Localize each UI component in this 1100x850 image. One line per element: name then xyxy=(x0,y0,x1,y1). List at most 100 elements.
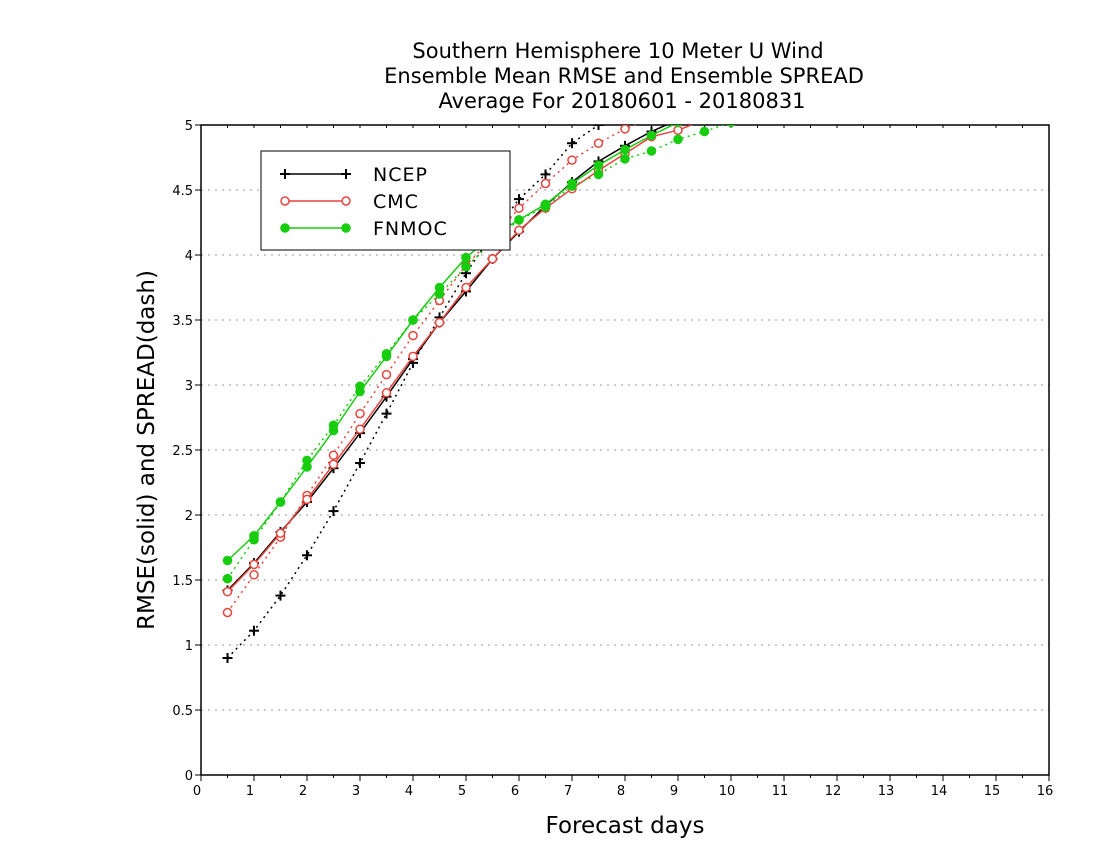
x-tick-label-8: 8 xyxy=(617,784,625,799)
y-tick-label-0: 0 xyxy=(185,769,193,784)
x-tick-label-10: 10 xyxy=(719,784,736,799)
fnmoc-spread-point-18 xyxy=(699,126,710,137)
cmc-spread-point-15 xyxy=(620,125,630,134)
cmc-spread-point-7 xyxy=(408,330,418,341)
x-tick-label-16: 16 xyxy=(1037,784,1054,799)
fnmoc-rmse-point-5 xyxy=(355,386,365,397)
x-tick-label-15: 15 xyxy=(984,784,1001,799)
y-tick-label-8: 4 xyxy=(185,249,193,264)
cmc-spread-point-5 xyxy=(355,408,365,419)
ncep-spread-point-12 xyxy=(540,169,551,180)
fnmoc-rmse-point-2 xyxy=(275,497,286,507)
legend-marker-left-cmc xyxy=(280,196,290,206)
fnmoc-spread-point-19 xyxy=(726,125,736,128)
x-tick-label-4: 4 xyxy=(405,784,413,799)
x-tick-label-12: 12 xyxy=(825,784,842,799)
fnmoc-spread-point-0 xyxy=(222,573,233,584)
ncep-spread-point-0 xyxy=(222,653,233,663)
fnmoc-rmse-point-11 xyxy=(514,215,524,225)
fnmoc-rmse-point-16 xyxy=(646,130,657,141)
chart-title-line-2: Ensemble Mean RMSE and Ensemble SPREAD xyxy=(384,64,864,88)
legend-marker-right-ncep xyxy=(341,169,351,179)
fnmoc-rmse-point-17 xyxy=(673,125,683,128)
y-tick-label-6: 3 xyxy=(185,379,193,394)
fnmoc-rmse-point-0 xyxy=(222,555,233,566)
cmc-spread-point-14 xyxy=(593,138,604,148)
cmc-rmse-point-8 xyxy=(434,317,445,328)
y-tick-label-5: 2.5 xyxy=(172,444,193,459)
x-tick-label-5: 5 xyxy=(458,784,466,799)
cmc-spread-point-1 xyxy=(249,570,259,580)
cmc-spread-point-0 xyxy=(222,607,233,618)
y-tick-label-7: 3.5 xyxy=(172,314,193,329)
y-tick-label-2: 1 xyxy=(185,639,193,654)
cmc-rmse-point-0 xyxy=(222,586,233,597)
x-tick-label-6: 6 xyxy=(511,784,519,799)
fnmoc-rmse-point-7 xyxy=(408,315,418,325)
series-layer xyxy=(222,115,736,663)
cmc-spread-point-11 xyxy=(514,203,524,213)
fnmoc-spread-point-14 xyxy=(593,169,604,180)
x-tick-label-7: 7 xyxy=(564,784,572,799)
fnmoc-spread-point-17 xyxy=(673,134,683,145)
x-tick-label-3: 3 xyxy=(352,784,360,799)
x-tick-label-9: 9 xyxy=(670,784,678,799)
y-tick-label-9: 4.5 xyxy=(172,184,193,199)
fnmoc-rmse-point-15 xyxy=(620,144,630,155)
cmc-rmse-point-3 xyxy=(302,494,312,505)
cmc-rmse-point-7 xyxy=(408,351,418,362)
fnmoc-rmse-point-14 xyxy=(593,160,604,171)
ncep-spread-point-6 xyxy=(381,408,392,419)
fnmoc-spread-point-15 xyxy=(620,154,630,164)
ncep-spread-point-4 xyxy=(328,506,339,517)
ncep-spread-point-1 xyxy=(249,625,259,636)
cmc-rmse-point-6 xyxy=(381,388,392,398)
fnmoc-rmse-point-3 xyxy=(302,462,312,472)
fnmoc-rmse-point-12 xyxy=(540,199,551,210)
y-tick-label-1: 0.5 xyxy=(172,704,193,719)
ncep-spread-point-3 xyxy=(302,550,312,561)
fnmoc-rmse-point-9 xyxy=(461,252,471,263)
cmc-spread-point-16 xyxy=(648,115,656,123)
ncep-spread-point-11 xyxy=(514,194,524,205)
x-axis-label: Forecast days xyxy=(546,813,705,839)
cmc-rmse-point-18 xyxy=(701,116,709,124)
fnmoc-rmse-point-13 xyxy=(567,178,577,189)
legend-marker-left-ncep xyxy=(280,169,290,179)
fnmoc-rmse-point-4 xyxy=(328,425,339,436)
legend: NCEP CMC FNMOC xyxy=(260,150,511,251)
y-tick-label-10: 5 xyxy=(185,119,193,134)
x-tick-label-13: 13 xyxy=(878,784,895,799)
cmc-rmse-point-4 xyxy=(328,459,339,470)
cmc-rmse-line xyxy=(226,125,694,593)
cmc-spread-point-13 xyxy=(567,155,577,165)
legend-marker-right-cmc xyxy=(341,196,351,206)
fnmoc-rmse-point-8 xyxy=(434,282,445,293)
ncep-spread-point-14 xyxy=(593,125,604,130)
cmc-spread-point-6 xyxy=(381,369,392,380)
fnmoc-spread-point-9 xyxy=(461,261,471,272)
chart-title-line-3: Average For 20180601 - 20180831 xyxy=(438,89,805,113)
legend-label-ncep: NCEP xyxy=(373,164,428,186)
fnmoc-rmse-point-6 xyxy=(381,351,392,362)
x-tick-label-11: 11 xyxy=(772,784,789,799)
x-tick-label-1: 1 xyxy=(246,784,254,799)
legend-label-fnmoc: FNMOC xyxy=(373,218,448,240)
y-tick-label-4: 2 xyxy=(185,509,193,524)
y-tick-label-3: 1.5 xyxy=(172,574,193,589)
legend-marker-left-fnmoc xyxy=(280,223,290,233)
ncep-spread-point-2 xyxy=(275,590,286,601)
fnmoc-spread-point-16 xyxy=(646,146,657,156)
legend-label-cmc: CMC xyxy=(373,191,419,213)
ncep-rmse-point-17 xyxy=(673,115,683,125)
cmc-rmse-point-9 xyxy=(461,282,471,293)
cmc-rmse-point-2 xyxy=(275,528,286,538)
chart-title-line-1: Southern Hemisphere 10 Meter U Wind xyxy=(412,39,823,63)
cmc-rmse-point-1 xyxy=(249,559,259,570)
ncep-spread-point-13 xyxy=(567,138,577,149)
cmc-rmse-point-11 xyxy=(514,225,524,236)
x-tick-label-2: 2 xyxy=(299,784,307,799)
y-axis-label: RMSE(solid) and SPREAD(dash) xyxy=(134,270,160,630)
cmc-spread-point-4 xyxy=(328,450,339,460)
cmc-rmse-point-5 xyxy=(355,424,365,434)
